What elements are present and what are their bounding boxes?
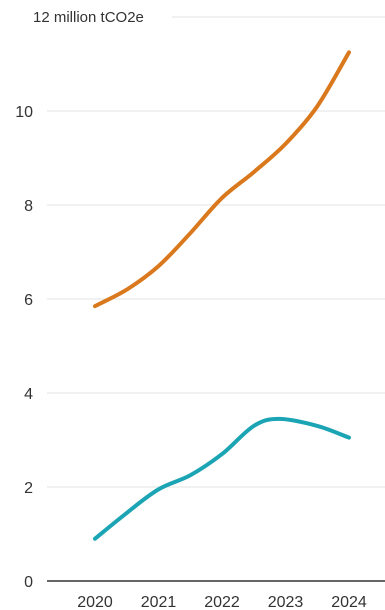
x-tick-label: 2023	[268, 594, 304, 610]
gridlines	[47, 16, 385, 488]
x-tick-label: 2020	[77, 594, 113, 610]
series-line-2	[93, 416, 351, 541]
y-tick-label: 4	[24, 386, 33, 403]
y-axis-unit-label: 12 million tCO2e	[33, 9, 144, 26]
x-tick-label: 2022	[204, 594, 240, 610]
series-lines	[93, 50, 351, 541]
series-line-1	[93, 50, 351, 309]
y-tick-label: 0	[24, 574, 33, 591]
axes: 0 2 4 6 8 10 2020 2021 2022 2023 2024	[15, 104, 385, 610]
y-tick-label: 6	[24, 292, 33, 309]
y-tick-label: 8	[24, 198, 33, 215]
x-tick-label: 2024	[331, 594, 367, 610]
y-tick-label: 2	[24, 480, 33, 497]
x-tick-label: 2021	[141, 594, 177, 610]
y-tick-label: 10	[15, 104, 33, 121]
